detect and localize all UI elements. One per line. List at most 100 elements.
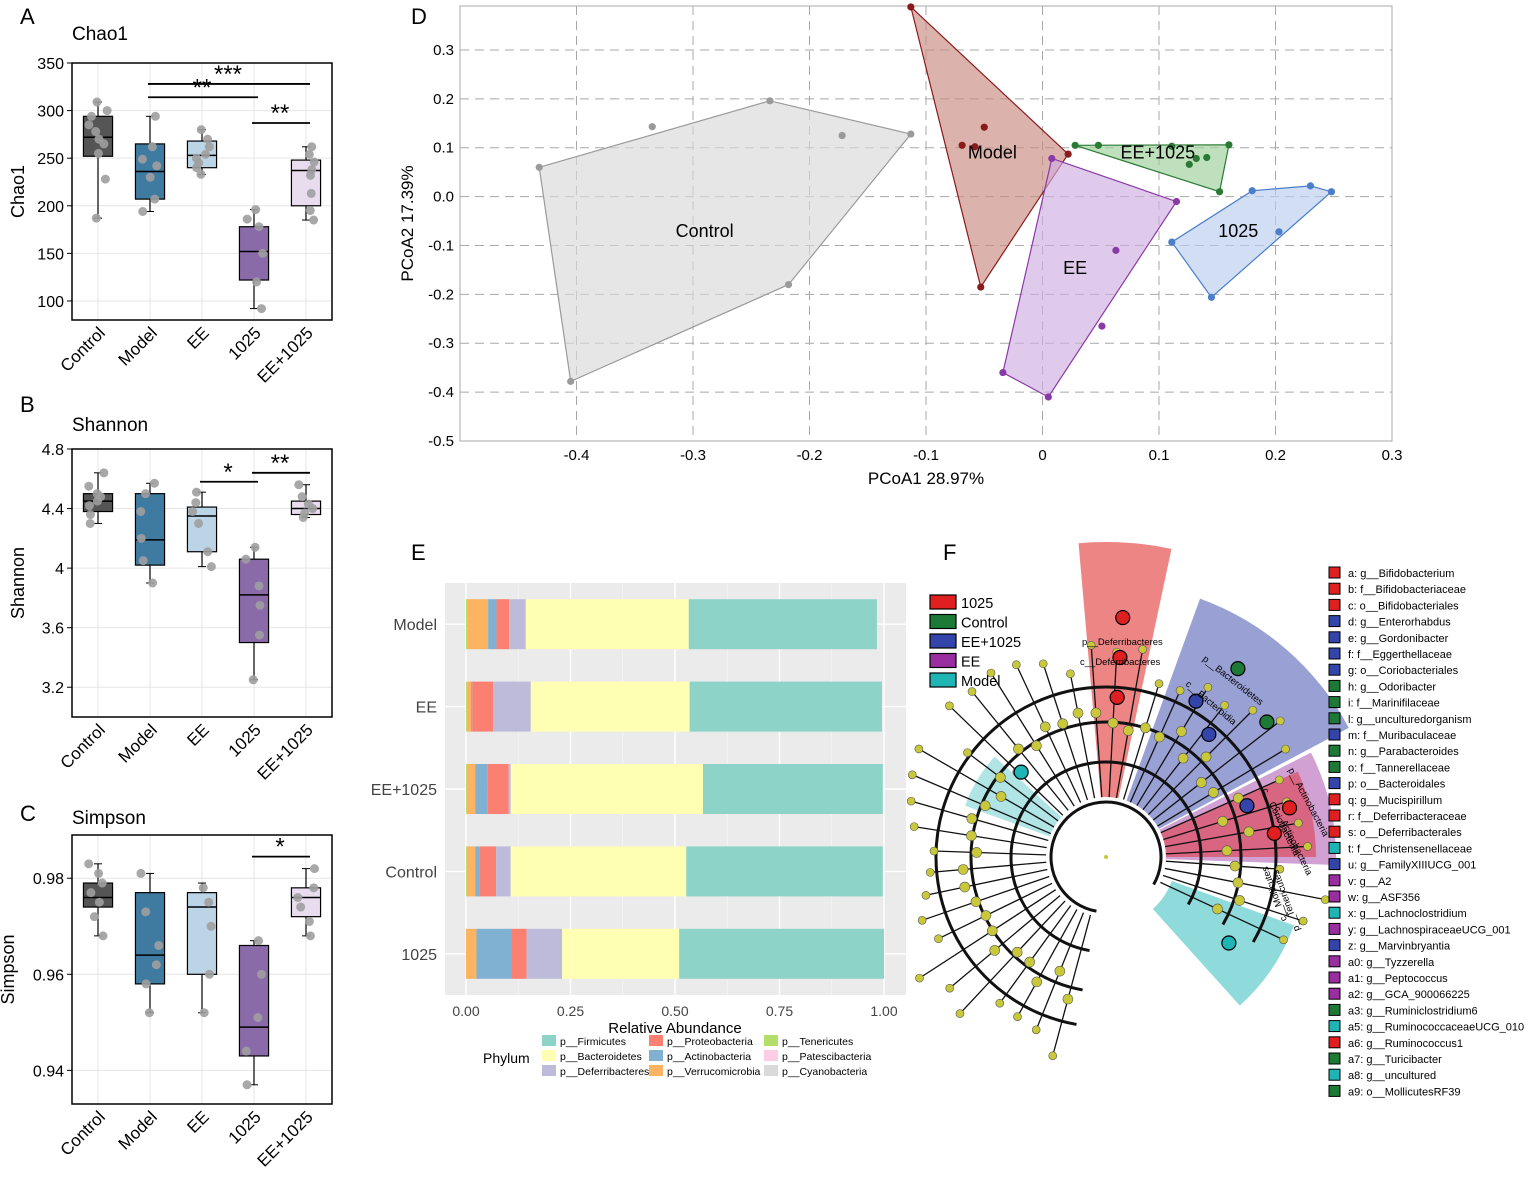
taxon-legend-label: x: g__Lachnoclostridium xyxy=(1348,908,1467,920)
group-legend-label: EE+1025 xyxy=(961,635,1021,651)
biomarker-node-EE+1025 xyxy=(1188,693,1204,709)
taxon-legend-swatch xyxy=(1328,566,1341,579)
taxon-legend-label: p: o__Bacteroidales xyxy=(1348,779,1446,791)
tree-node xyxy=(966,813,978,824)
taxon-legend-label: i: f__Marinifilaceae xyxy=(1348,698,1440,710)
tree-node xyxy=(1013,743,1024,755)
data-point xyxy=(242,1080,252,1090)
group-label-Model: Model xyxy=(968,142,1017,162)
panel-d-pcoa-scatter: D -0.5 -0.4 -0.3 -0.2 -0.1 0.0 0.1 0.2 0.3 -0.4 -0.… xyxy=(398,3,1402,488)
data-point xyxy=(307,142,317,152)
bar-segment-p__Proteobacteria xyxy=(487,764,509,814)
point-Model xyxy=(958,141,966,149)
taxon-legend-swatch xyxy=(1328,825,1341,838)
data-point xyxy=(293,892,303,902)
data-point xyxy=(309,215,319,225)
bar-segment-p__Firmicutes xyxy=(679,928,884,979)
tree-node xyxy=(1298,916,1308,926)
tree-node xyxy=(1294,818,1303,828)
tree-node xyxy=(945,701,954,711)
x-tick-label: EE+1025 xyxy=(254,720,317,783)
y-tick-label: Control xyxy=(385,864,437,881)
tree-node xyxy=(1279,935,1288,945)
x-tick-label: Model xyxy=(115,720,161,766)
data-point xyxy=(188,507,198,517)
group-legend-swatch xyxy=(929,652,957,669)
tree-node xyxy=(980,910,992,921)
tree-node xyxy=(1221,845,1233,856)
point-EE+1025 xyxy=(1094,141,1103,149)
tree-branch xyxy=(914,825,1047,849)
tree-branch xyxy=(1152,720,1281,821)
x-tick-label: -0.3 xyxy=(680,447,706,464)
taxon-legend-label: a9: o__MollicutesRF39 xyxy=(1348,1086,1461,1098)
data-point xyxy=(151,960,161,970)
tree-node xyxy=(1274,775,1284,785)
tree-node xyxy=(1321,895,1330,904)
tree-branch xyxy=(948,705,1064,816)
biomarker-node-Control xyxy=(1259,714,1275,730)
point-1025 xyxy=(1306,182,1315,190)
data-point xyxy=(305,931,315,941)
data-point xyxy=(304,916,314,926)
tree-node xyxy=(966,830,977,841)
bar-segment-p__Tenericutes xyxy=(466,846,467,897)
tree-node xyxy=(925,868,935,877)
bar-segment-p__Firmicutes xyxy=(686,846,883,897)
tree-node xyxy=(909,822,919,831)
data-point xyxy=(307,165,317,175)
legend-swatch xyxy=(542,1065,556,1076)
tree-node xyxy=(906,796,916,806)
point-EE+1025 xyxy=(1168,142,1176,150)
tree-node xyxy=(1200,751,1212,763)
taxon-legend-swatch xyxy=(1328,809,1341,822)
taxon-legend-label: b: f__Bifidobacteriaceae xyxy=(1348,584,1466,596)
data-point xyxy=(204,969,214,979)
data-point xyxy=(92,489,102,499)
y-tick-label: 4.4 xyxy=(42,502,64,519)
taxon-legend-label: o: f__Tannerellaceae xyxy=(1348,762,1450,774)
group-legend-swatch xyxy=(929,633,957,649)
legend-label: p__Patescibacteria xyxy=(782,1051,871,1063)
tree-node xyxy=(995,791,1007,802)
data-point xyxy=(241,554,251,564)
x-tick-label: -0.4 xyxy=(564,447,590,464)
taxon-legend-swatch xyxy=(1328,631,1341,644)
significance-label: ** xyxy=(193,74,212,101)
taxon-legend-label: a5: g__RuminococcaceaeUCG_010 xyxy=(1348,1022,1524,1034)
data-point xyxy=(92,97,102,107)
group-label-EE: EE xyxy=(1063,258,1087,278)
bar-segment-p__Verrucomicrobia xyxy=(466,846,476,897)
tree-branch xyxy=(933,850,1047,856)
data-point xyxy=(304,149,314,159)
data-point xyxy=(136,533,146,543)
panel-e-phylum-stacked-bars: E Model EE EE+1025 Control 1025 0.00 0.25 0.50 0.… xyxy=(371,540,906,1078)
group-legend-label: 1025 xyxy=(961,596,993,612)
bar-segment-p__Deferribacteres xyxy=(496,846,511,897)
tree-ring xyxy=(1049,800,1163,913)
taxon-legend-swatch xyxy=(1328,971,1341,984)
data-point xyxy=(98,931,108,941)
data-point xyxy=(250,542,260,552)
panel-letter: D xyxy=(411,4,427,29)
x-tick-label: Model xyxy=(115,1107,161,1153)
legend-swatch xyxy=(764,1035,778,1046)
tree-node xyxy=(1107,717,1119,729)
taxon-legend-label: q: g__Mucispirillum xyxy=(1348,795,1442,807)
bar-segment-p__Actinobacteria xyxy=(471,681,473,732)
legend-label: p__Proteobacteria xyxy=(667,1036,753,1048)
point-EE xyxy=(999,368,1007,377)
bar-segment-p__Firmicutes xyxy=(688,599,877,650)
data-point xyxy=(150,111,160,121)
point-1025 xyxy=(1248,187,1256,195)
tree-node xyxy=(987,925,998,937)
box-EE+1025 xyxy=(290,887,322,918)
tree-branch xyxy=(1069,673,1096,799)
data-point xyxy=(93,148,103,158)
legend-title: Phylum xyxy=(483,1050,530,1066)
biomarker-node-Model xyxy=(1221,935,1237,951)
x-tick-label: Control xyxy=(57,323,109,375)
taxon-legend-swatch xyxy=(1328,890,1341,903)
point-Model xyxy=(971,143,979,151)
